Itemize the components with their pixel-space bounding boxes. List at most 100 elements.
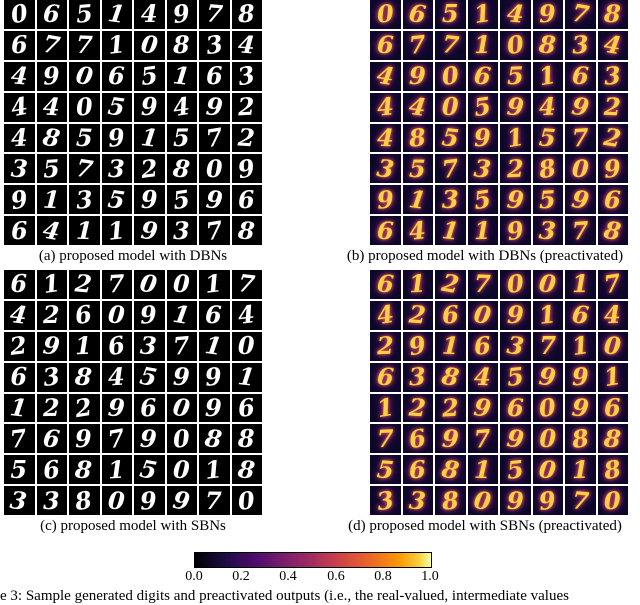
digit-cell: 7 [565, 486, 596, 515]
digit-cell: 4 [500, 0, 531, 29]
digit-glyph: 9 [504, 216, 526, 245]
digit-cell: 0 [69, 92, 100, 122]
digit-cell: 0 [231, 486, 262, 515]
digit-cell: 6 [402, 0, 433, 29]
digit-glyph: 8 [602, 216, 624, 245]
digit-cell: 1 [565, 331, 596, 361]
digit-glyph: 6 [375, 270, 395, 299]
digit-glyph: 4 [8, 300, 30, 330]
digit-glyph: 8 [74, 455, 95, 485]
digit-glyph: 7 [73, 154, 95, 184]
digit-glyph: 6 [472, 61, 493, 91]
digit-cell: 5 [500, 455, 531, 485]
digit-cell: 8 [597, 216, 628, 245]
digit-glyph: 1 [569, 331, 591, 361]
digit-glyph: 6 [10, 30, 29, 60]
digit-glyph: 4 [376, 123, 395, 153]
digit-cell: 4 [370, 61, 401, 91]
digit-cell: 9 [500, 92, 531, 122]
digit-cell: 3 [402, 486, 433, 515]
digit-cell: 8 [166, 30, 197, 60]
digit-cell: 4 [532, 92, 563, 122]
digit-cell: 1 [467, 30, 498, 60]
digit-glyph: 4 [10, 123, 29, 153]
digit-cell: 5 [69, 0, 100, 29]
digit-glyph: 8 [237, 216, 257, 245]
digit-glyph: 0 [237, 331, 256, 361]
digit-cell: 0 [532, 270, 563, 299]
figure-caption: gure 3: Sample generated digits and prea… [0, 588, 569, 604]
digit-cell: 5 [166, 123, 197, 153]
digit-cell: 6 [565, 61, 596, 91]
digit-cell: 9 [134, 216, 165, 245]
digit-glyph: 9 [74, 424, 94, 454]
digit-cell: 9 [467, 393, 498, 423]
digit-cell: 9 [199, 185, 230, 215]
digit-glyph: 7 [75, 30, 94, 60]
digit-cell: 7 [199, 123, 230, 153]
digit-cell: 6 [36, 455, 67, 485]
digit-glyph: 3 [505, 331, 526, 361]
digit-cell: 8 [69, 362, 100, 392]
digit-cell: 8 [402, 123, 433, 153]
panel-caption-b: (b) proposed model with DBNs (preactivat… [346, 248, 624, 264]
digit-cell: 6 [69, 300, 100, 330]
digit-cell: 0 [101, 486, 132, 515]
digit-glyph: 4 [236, 300, 258, 330]
digit-cell: 7 [435, 30, 466, 60]
digit-cell: 7 [565, 0, 596, 29]
digit-cell: 0 [199, 154, 230, 184]
digit-glyph: 0 [205, 154, 224, 184]
digit-glyph: 7 [8, 424, 30, 454]
digit-cell: 1 [199, 270, 230, 299]
digit-cell: 1 [435, 331, 466, 361]
digit-cell: 6 [4, 270, 35, 299]
digit-glyph: 3 [173, 216, 191, 245]
digit-glyph: 1 [440, 216, 461, 245]
digit-glyph: 3 [374, 154, 396, 184]
digit-glyph: 7 [473, 424, 493, 454]
digit-cell: 6 [370, 30, 401, 60]
digit-cell: 6 [597, 185, 628, 215]
digit-cell: 4 [597, 30, 628, 60]
digit-glyph: 7 [105, 424, 128, 454]
digit-glyph: 6 [375, 362, 395, 392]
digit-glyph: 1 [408, 270, 427, 299]
digit-cell: 3 [4, 154, 35, 184]
digit-glyph: 9 [474, 123, 492, 153]
digit-glyph: 0 [504, 30, 526, 60]
digit-glyph: 0 [571, 154, 590, 184]
digit-cell: 3 [69, 185, 100, 215]
digit-cell: 1 [101, 455, 132, 485]
digit-cell: 8 [565, 424, 596, 454]
digit-cell: 8 [231, 424, 262, 454]
digit-glyph: 8 [237, 0, 256, 29]
digit-cell: 1 [69, 331, 100, 361]
digit-glyph: 8 [439, 455, 462, 485]
digit-cell: 5 [467, 92, 498, 122]
digit-glyph: 6 [603, 393, 622, 423]
digit-glyph: 9 [409, 61, 427, 91]
digit-glyph: 2 [506, 154, 525, 184]
digit-glyph: 8 [603, 424, 623, 454]
digit-glyph: 1 [42, 185, 61, 215]
digit-cell: 1 [69, 216, 100, 245]
digit-cell: 9 [4, 185, 35, 215]
digit-cell: 4 [231, 30, 262, 60]
digit-cell: 9 [402, 61, 433, 91]
digit-cell: 3 [565, 30, 596, 60]
digit-glyph: 3 [235, 61, 258, 91]
digit-cell: 0 [532, 455, 563, 485]
digit-glyph: 7 [376, 424, 395, 454]
digit-cell: 1 [166, 61, 197, 91]
digit-glyph: 6 [105, 331, 128, 361]
digit-glyph: 0 [172, 270, 192, 299]
digit-cell: 2 [500, 154, 531, 184]
digit-cell: 2 [597, 92, 628, 122]
digit-cell: 9 [69, 424, 100, 454]
digit-cell: 7 [101, 424, 132, 454]
digit-glyph: 2 [42, 393, 61, 423]
digit-glyph: 1 [536, 61, 559, 91]
digit-glyph: 6 [108, 61, 126, 91]
